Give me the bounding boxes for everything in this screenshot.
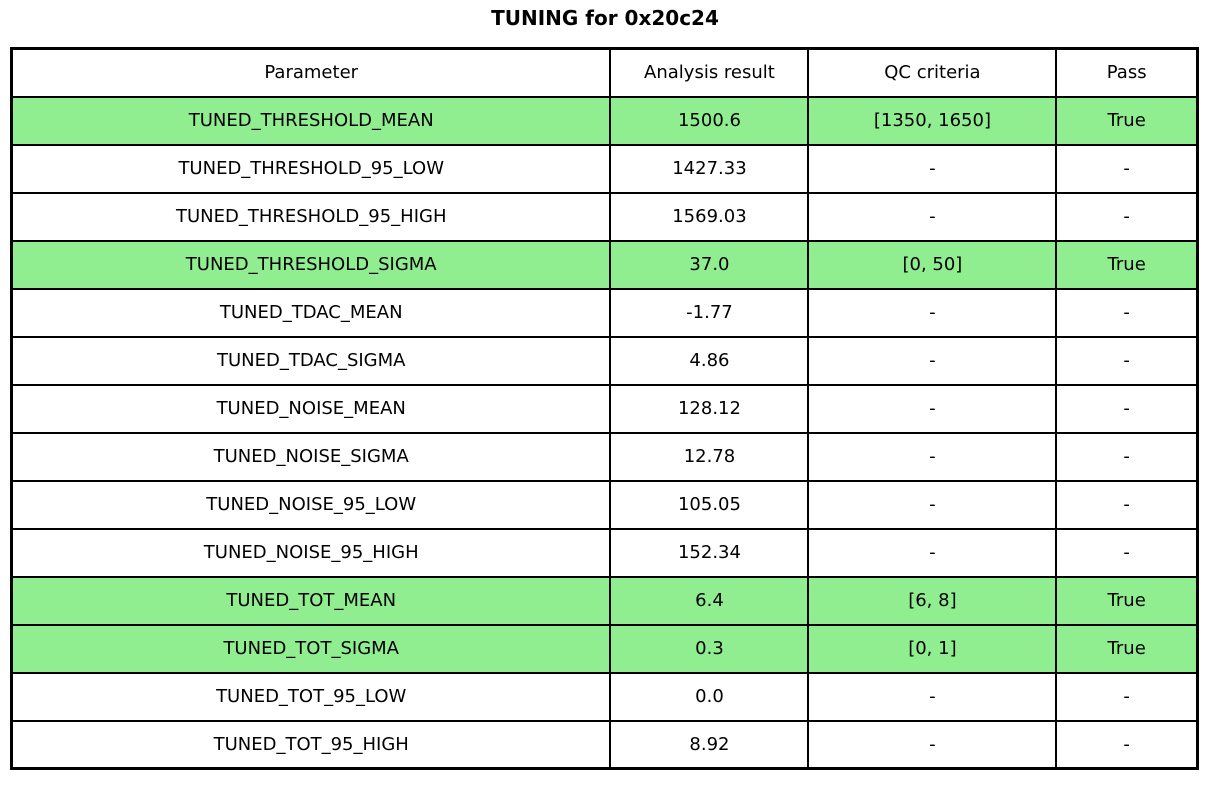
pass-cell: - [1055, 191, 1199, 242]
parameter-cell: TUNED_THRESHOLD_SIGMA [10, 239, 612, 290]
analysis-result-cell: 8.92 [609, 719, 810, 770]
pass-cell: True [1055, 623, 1199, 674]
table-row: TUNED_THRESHOLD_95_LOW 1427.33 - - [10, 143, 1199, 194]
pass-cell: - [1055, 143, 1199, 194]
analysis-result-cell: 0.0 [609, 671, 810, 722]
qc-criteria-cell: - [807, 191, 1058, 242]
analysis-result-cell: 1569.03 [609, 191, 810, 242]
pass-cell: - [1055, 719, 1199, 770]
table-row: TUNED_TOT_95_LOW 0.0 - - [10, 671, 1199, 722]
table-row: TUNED_NOISE_95_HIGH 152.34 - - [10, 527, 1199, 578]
table-body: TUNED_THRESHOLD_MEAN 1500.6 [1350, 1650]… [10, 95, 1199, 770]
pass-cell: - [1055, 383, 1199, 434]
parameter-cell: TUNED_TOT_95_HIGH [10, 719, 612, 770]
qc-criteria-cell: - [807, 719, 1058, 770]
tuning-qc-table: Parameter Analysis result QC criteria Pa… [10, 47, 1199, 770]
analysis-result-cell: 1500.6 [609, 95, 810, 146]
column-header-parameter: Parameter [10, 47, 612, 98]
table-row: TUNED_NOISE_95_LOW 105.05 - - [10, 479, 1199, 530]
pass-cell: - [1055, 287, 1199, 338]
table-row: TUNED_TDAC_SIGMA 4.86 - - [10, 335, 1199, 386]
parameter-cell: TUNED_NOISE_MEAN [10, 383, 612, 434]
parameter-cell: TUNED_TDAC_MEAN [10, 287, 612, 338]
qc-criteria-cell: [0, 1] [807, 623, 1058, 674]
analysis-result-cell: 1427.33 [609, 143, 810, 194]
pass-cell: True [1055, 575, 1199, 626]
parameter-cell: TUNED_THRESHOLD_MEAN [10, 95, 612, 146]
analysis-result-cell: 0.3 [609, 623, 810, 674]
header-row: Parameter Analysis result QC criteria Pa… [10, 47, 1199, 98]
table-row: TUNED_THRESHOLD_95_HIGH 1569.03 - - [10, 191, 1199, 242]
qc-criteria-cell: - [807, 671, 1058, 722]
analysis-result-cell: 37.0 [609, 239, 810, 290]
analysis-result-cell: -1.77 [609, 287, 810, 338]
analysis-result-cell: 4.86 [609, 335, 810, 386]
analysis-result-cell: 12.78 [609, 431, 810, 482]
analysis-result-cell: 152.34 [609, 527, 810, 578]
qc-criteria-cell: - [807, 383, 1058, 434]
table-row: TUNED_TOT_95_HIGH 8.92 - - [10, 719, 1199, 770]
column-header-pass: Pass [1055, 47, 1199, 98]
pass-cell: - [1055, 479, 1199, 530]
pass-cell: - [1055, 335, 1199, 386]
qc-criteria-cell: - [807, 479, 1058, 530]
parameter-cell: TUNED_TDAC_SIGMA [10, 335, 612, 386]
parameter-cell: TUNED_THRESHOLD_95_HIGH [10, 191, 612, 242]
table-row: TUNED_TOT_MEAN 6.4 [6, 8] True [10, 575, 1199, 626]
pass-cell: - [1055, 431, 1199, 482]
qc-criteria-cell: [1350, 1650] [807, 95, 1058, 146]
analysis-result-cell: 6.4 [609, 575, 810, 626]
qc-criteria-cell: [6, 8] [807, 575, 1058, 626]
parameter-cell: TUNED_NOISE_SIGMA [10, 431, 612, 482]
table-row: TUNED_THRESHOLD_MEAN 1500.6 [1350, 1650]… [10, 95, 1199, 146]
table-row: TUNED_THRESHOLD_SIGMA 37.0 [0, 50] True [10, 239, 1199, 290]
pass-cell: True [1055, 95, 1199, 146]
analysis-result-cell: 128.12 [609, 383, 810, 434]
parameter-cell: TUNED_NOISE_95_HIGH [10, 527, 612, 578]
qc-criteria-cell: [0, 50] [807, 239, 1058, 290]
parameter-cell: TUNED_NOISE_95_LOW [10, 479, 612, 530]
parameter-cell: TUNED_TOT_95_LOW [10, 671, 612, 722]
column-header-qc-criteria: QC criteria [807, 47, 1058, 98]
table-row: TUNED_TDAC_MEAN -1.77 - - [10, 287, 1199, 338]
qc-criteria-cell: - [807, 143, 1058, 194]
qc-criteria-cell: - [807, 335, 1058, 386]
pass-cell: True [1055, 239, 1199, 290]
table-row: TUNED_TOT_SIGMA 0.3 [0, 1] True [10, 623, 1199, 674]
parameter-cell: TUNED_TOT_SIGMA [10, 623, 612, 674]
chart-title: TUNING for 0x20c24 [491, 6, 719, 30]
parameter-cell: TUNED_TOT_MEAN [10, 575, 612, 626]
table-row: TUNED_NOISE_MEAN 128.12 - - [10, 383, 1199, 434]
qc-criteria-cell: - [807, 287, 1058, 338]
column-header-analysis-result: Analysis result [609, 47, 810, 98]
qc-criteria-cell: - [807, 527, 1058, 578]
pass-cell: - [1055, 671, 1199, 722]
pass-cell: - [1055, 527, 1199, 578]
analysis-result-cell: 105.05 [609, 479, 810, 530]
table-row: TUNED_NOISE_SIGMA 12.78 - - [10, 431, 1199, 482]
parameter-cell: TUNED_THRESHOLD_95_LOW [10, 143, 612, 194]
qc-criteria-cell: - [807, 431, 1058, 482]
